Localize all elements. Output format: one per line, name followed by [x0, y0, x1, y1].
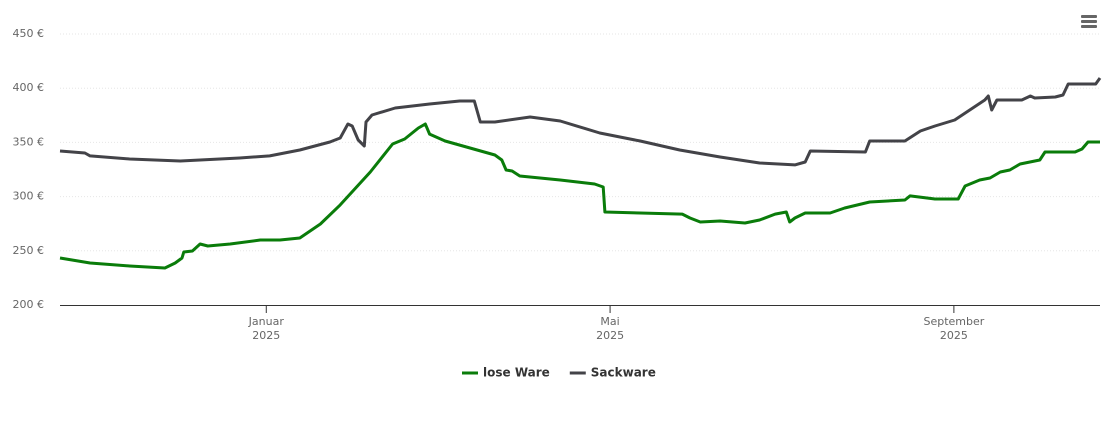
- legend-item[interactable]: Sackware: [569, 366, 656, 380]
- legend-item[interactable]: lose Ware: [462, 366, 550, 380]
- series-line: [59, 122, 1100, 270]
- legend-label: lose Ware: [483, 366, 550, 380]
- y-tick-label: 250 €: [13, 244, 45, 257]
- y-tick-label: 450 €: [13, 27, 45, 40]
- y-tick-label: 300 €: [13, 190, 45, 203]
- x-tick-label: Mai 2025: [596, 315, 624, 342]
- menu-button[interactable]: [1078, 12, 1100, 32]
- x-tick-label: Januar 2025: [248, 315, 285, 342]
- y-tick-label: 400 €: [13, 81, 45, 94]
- menu-bar: [1081, 25, 1097, 28]
- y-tick-label: 350 €: [13, 135, 45, 148]
- legend-label: Sackware: [591, 366, 656, 380]
- menu-bar: [1081, 15, 1097, 18]
- y-tick-label: 200 €: [13, 298, 45, 311]
- legend: lose Ware Sackware: [462, 366, 656, 380]
- menu-bar: [1081, 20, 1097, 23]
- series-line: [59, 77, 1102, 167]
- x-tick-label: September 2025: [923, 315, 984, 342]
